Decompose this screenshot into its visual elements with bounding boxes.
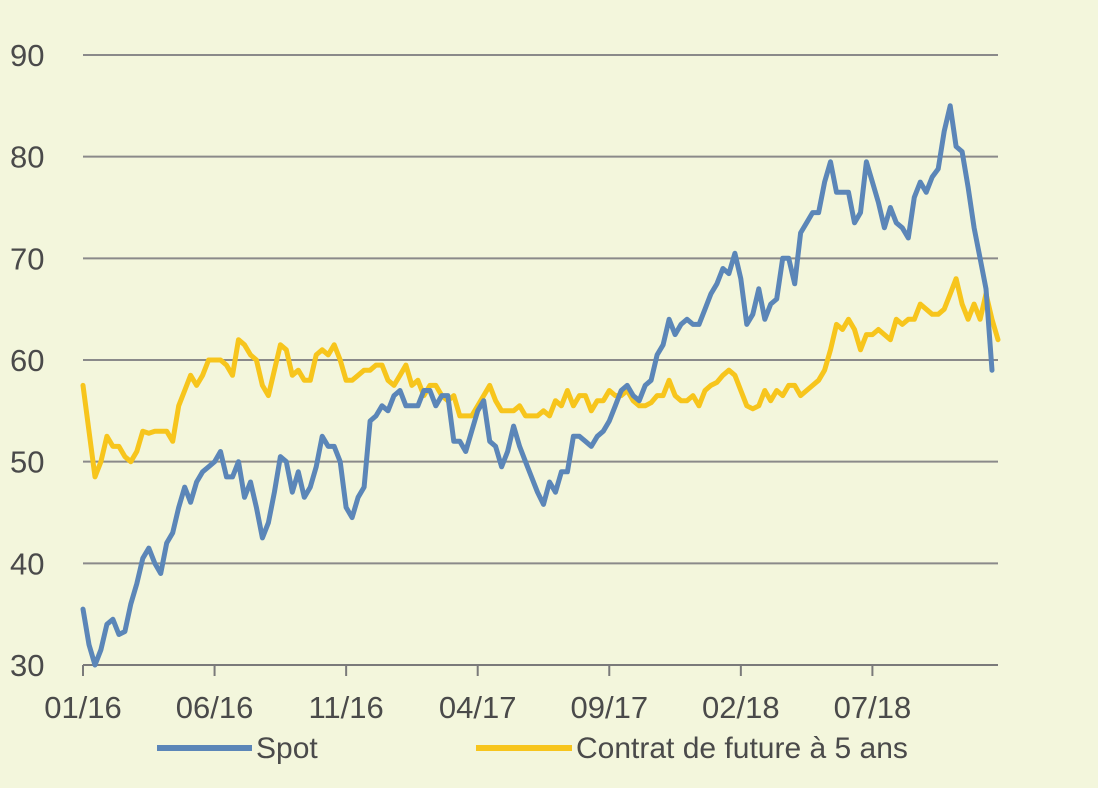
x-tick-label-11/16: 11/16 xyxy=(308,690,383,725)
legend: Spot Contrat de future à 5 ans xyxy=(157,732,908,765)
x-tick-label-01/16: 01/16 xyxy=(44,690,122,725)
legend-item-spot: Spot xyxy=(157,732,318,765)
y-tick-label-40: 40 xyxy=(10,546,44,581)
x-tick-label-02/18: 02/18 xyxy=(702,690,780,725)
y-tick-label-50: 50 xyxy=(10,445,44,480)
x-tick-label-04/17: 04/17 xyxy=(439,690,517,725)
y-tick-label-80: 80 xyxy=(10,140,44,175)
series-line-spot xyxy=(80,103,995,668)
y-tick-label-70: 70 xyxy=(10,241,44,276)
x-tick-label-09/17: 09/17 xyxy=(570,690,648,725)
y-tick-label-60: 60 xyxy=(10,343,44,378)
y-tick-label-30: 30 xyxy=(10,648,44,683)
x-tick-label-07/18: 07/18 xyxy=(834,690,912,725)
legend-label-spot: Spot xyxy=(256,732,318,765)
legend-item-future: Contrat de future à 5 ans xyxy=(476,732,908,765)
grid-lines xyxy=(83,54,998,565)
legend-label-future: Contrat de future à 5 ans xyxy=(576,732,908,765)
y-tick-label-90: 90 xyxy=(10,38,44,73)
y-axis-tick-labels: 30 40 50 60 70 80 90 xyxy=(10,38,44,683)
x-axis: 01/16 06/16 11/16 04/17 09/17 02/18 07/18 xyxy=(44,664,998,725)
series-lines xyxy=(80,103,1001,668)
x-tick-label-06/16: 06/16 xyxy=(176,690,254,725)
series-line-future xyxy=(80,276,1001,480)
